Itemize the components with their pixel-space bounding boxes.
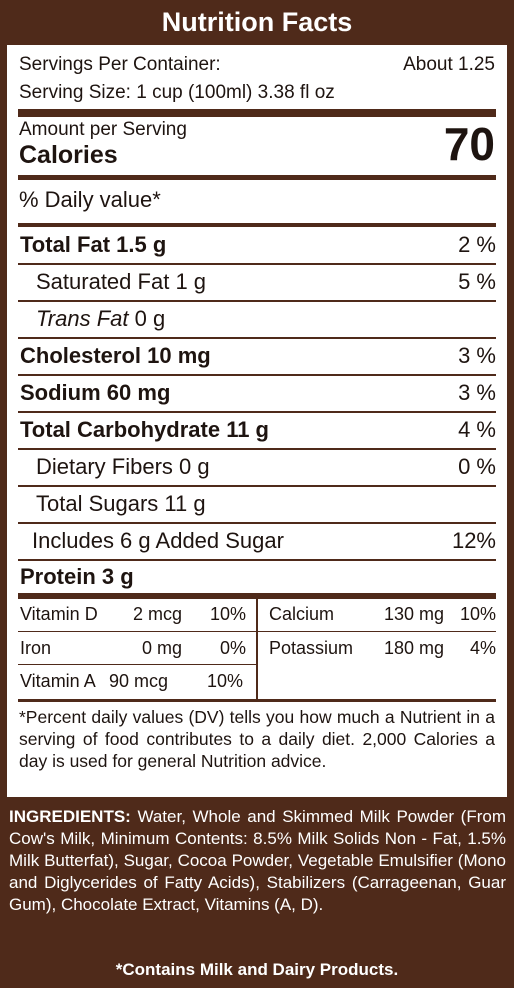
ingredients-list: Water, Whole and Skimmed Milk Powder (Fr… <box>9 807 506 914</box>
nutrient-name: Dietary Fibers <box>36 454 173 479</box>
nutrition-facts-title: Nutrition Facts <box>161 7 353 37</box>
medium-divider <box>18 223 496 227</box>
row-divider <box>18 411 496 413</box>
row-divider <box>18 337 496 339</box>
medium-divider <box>18 699 496 702</box>
servings-per-container-label: Servings Per Container: <box>19 54 221 75</box>
row-divider <box>18 522 496 524</box>
calcium-amount: 130 mg <box>383 604 444 624</box>
nutrient-amount: 60 mg <box>106 380 171 405</box>
vitamin-a-amount: 90 mcg <box>109 671 169 691</box>
amount-per-serving-label: Amount per Serving <box>19 119 187 140</box>
nutrient-amount: 0 g <box>179 454 210 479</box>
nutrient-dv: 3 % <box>458 380 496 405</box>
nutrient-name: Total Sugars <box>36 491 159 516</box>
nutrient-row-cholesterol: Cholesterol 10 mg 3 % <box>18 338 496 374</box>
nutrient-amount: 11 g <box>226 417 269 442</box>
nutrient-name: Cholesterol <box>20 343 142 368</box>
potassium-name: Potassium <box>269 638 354 658</box>
nutrient-dv: 12% <box>451 528 496 553</box>
thick-divider <box>18 593 496 599</box>
grid-row-divider <box>18 664 256 665</box>
vitamin-d-amount: 2 mcg <box>132 604 182 624</box>
nutrient-amount: 11 g <box>164 491 206 516</box>
ingredients-label: INGREDIENTS: <box>9 807 131 826</box>
nutrient-name: Protein <box>20 564 96 589</box>
nutrient-dv: 3 % <box>458 343 496 368</box>
nutrient-name: Saturated Fat <box>36 269 170 294</box>
row-divider <box>18 263 496 265</box>
row-divider <box>18 300 496 302</box>
grid-row-divider <box>18 631 496 632</box>
nutrient-row-saturated-fat: Saturated Fat 1 g 5 % <box>18 264 496 300</box>
nutrient-row-added-sugar: Includes 6 g Added Sugar 12% <box>18 523 496 559</box>
nutrient-dv: 2 % <box>458 232 496 257</box>
calcium-dv: 10% <box>459 604 496 624</box>
vitamins-grid: Vitamin D 2 mcg 10% Calcium 130 mg 10% I… <box>18 596 496 699</box>
nutrient-amount: 3 g <box>101 564 134 589</box>
calcium-name: Calcium <box>269 604 335 624</box>
iron-amount: 0 mg <box>141 638 182 658</box>
vitamin-a-name: Vitamin A <box>20 671 96 691</box>
grid-column-divider <box>256 598 258 699</box>
nutrient-row-protein: Protein 3 g <box>18 559 496 595</box>
iron-dv: 0% <box>219 638 246 658</box>
nutrient-row-total-carbohydrate: Total Carbohydrate 11 g 4 % <box>18 412 496 448</box>
calories-label: Calories <box>19 141 118 169</box>
daily-value-header: % Daily value* <box>19 187 161 212</box>
nutrient-row-total-sugars: Total Sugars 11 g <box>18 486 496 522</box>
allergen-notice: *Contains Milk and Dairy Products. <box>115 960 399 979</box>
nutrient-row-trans-fat: Trans Fat 0 g <box>18 301 496 337</box>
potassium-amount: 180 mg <box>383 638 444 658</box>
nutrition-panel: Servings Per Container: About 1.25 Servi… <box>7 45 507 797</box>
nutrient-name: Includes 6 g Added Sugar <box>32 528 284 553</box>
servings-per-container-value: About 1.25 <box>403 54 495 75</box>
medium-divider <box>18 175 496 180</box>
nutrient-amount: 10 mg <box>147 343 211 368</box>
row-divider <box>18 448 496 450</box>
vitamin-a-dv: 10% <box>207 671 244 691</box>
calories-value: 70 <box>443 118 495 170</box>
vitamin-d-dv: 10% <box>209 604 246 624</box>
nutrient-row-total-fat: Total Fat 1.5 g 2 % <box>18 227 496 263</box>
nutrient-row-dietary-fibers: Dietary Fibers 0 g 0 % <box>18 449 496 485</box>
nutrient-amount: 1 g <box>175 269 207 294</box>
nutrient-dv: 4 % <box>458 417 496 442</box>
thick-divider <box>18 109 496 117</box>
serving-size: Serving Size: 1 cup (100ml) 3.38 fl oz <box>19 82 335 103</box>
nutrient-name: Total Carbohydrate <box>20 417 221 442</box>
daily-value-footnote: *Percent daily values (DV) tells you how… <box>19 707 495 771</box>
nutrient-amount: 0 g <box>134 306 166 331</box>
potassium-dv: 4% <box>469 638 496 658</box>
row-divider <box>18 559 496 561</box>
row-divider <box>18 374 496 376</box>
nutrient-name: Total Fat <box>20 232 111 257</box>
vitamin-d-name: Vitamin D <box>20 604 98 624</box>
ingredients-text: INGREDIENTS: Water, Whole and Skimmed Mi… <box>9 806 506 916</box>
row-divider <box>18 485 496 487</box>
nutrient-amount: 1.5 g <box>116 232 167 257</box>
nutrient-dv: 5 % <box>458 269 496 294</box>
nutrient-dv: 0 % <box>458 454 496 479</box>
iron-name: Iron <box>20 638 52 658</box>
nutrient-row-sodium: Sodium 60 mg 3 % <box>18 375 496 411</box>
nutrient-name: Trans Fat <box>36 306 129 331</box>
nutrient-name: Sodium <box>20 380 101 405</box>
